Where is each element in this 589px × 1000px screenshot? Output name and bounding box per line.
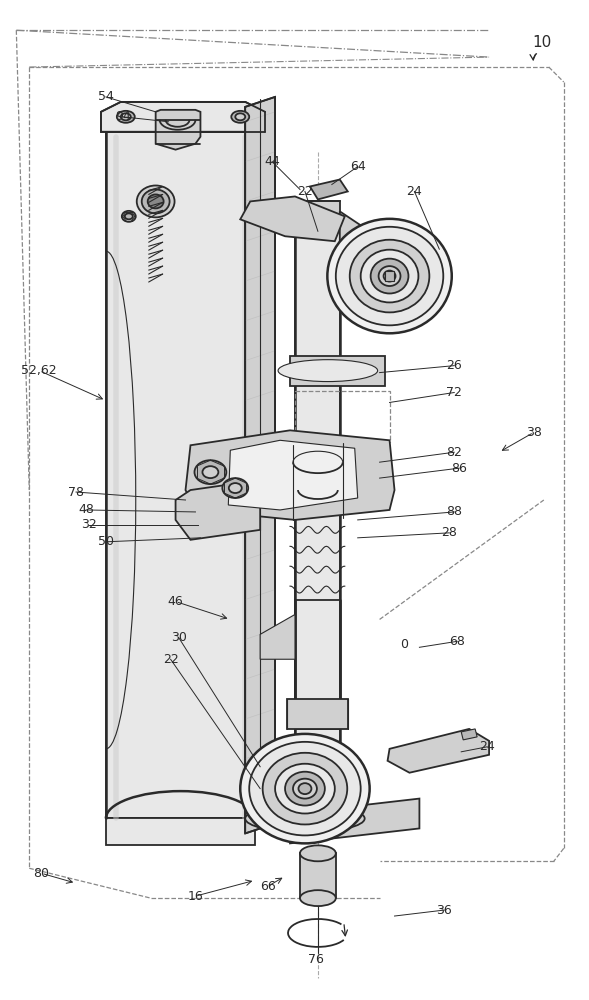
Polygon shape [295, 201, 340, 226]
Text: 24: 24 [479, 740, 495, 753]
Polygon shape [295, 600, 340, 719]
Ellipse shape [245, 805, 365, 832]
Text: 80: 80 [33, 867, 49, 880]
Text: 94: 94 [115, 110, 131, 123]
Text: 30: 30 [171, 631, 187, 644]
Ellipse shape [300, 845, 336, 861]
Text: 36: 36 [436, 904, 452, 917]
Polygon shape [245, 97, 275, 833]
Text: 10: 10 [532, 35, 551, 50]
Ellipse shape [285, 772, 325, 806]
Text: 44: 44 [264, 155, 280, 168]
Ellipse shape [117, 111, 135, 123]
Polygon shape [287, 699, 348, 729]
Text: 24: 24 [406, 185, 422, 198]
Text: 16: 16 [187, 890, 203, 903]
Text: 38: 38 [526, 426, 542, 439]
Ellipse shape [125, 213, 133, 219]
Ellipse shape [231, 111, 249, 123]
Text: 22: 22 [297, 185, 313, 198]
Text: 48: 48 [78, 503, 94, 516]
Ellipse shape [383, 271, 396, 282]
Text: 22: 22 [163, 653, 178, 666]
Text: 68: 68 [449, 635, 465, 648]
Ellipse shape [235, 113, 245, 120]
Ellipse shape [203, 466, 219, 478]
Text: 50: 50 [98, 535, 114, 548]
Polygon shape [310, 180, 348, 199]
Ellipse shape [350, 240, 429, 312]
Ellipse shape [121, 113, 131, 120]
Polygon shape [290, 356, 385, 386]
Polygon shape [106, 818, 255, 845]
Polygon shape [461, 729, 477, 740]
Polygon shape [295, 221, 340, 699]
Polygon shape [385, 271, 395, 281]
Polygon shape [290, 799, 419, 843]
Ellipse shape [249, 742, 360, 835]
Ellipse shape [300, 890, 336, 906]
Ellipse shape [263, 753, 348, 824]
Text: 54: 54 [98, 90, 114, 103]
Ellipse shape [142, 189, 170, 213]
Text: 0: 0 [401, 638, 409, 651]
Polygon shape [106, 132, 255, 818]
Text: 64: 64 [350, 160, 366, 173]
Ellipse shape [360, 250, 418, 302]
Ellipse shape [336, 227, 444, 325]
Polygon shape [295, 729, 340, 818]
Text: 72: 72 [446, 386, 462, 399]
Polygon shape [260, 614, 295, 659]
Text: 26: 26 [446, 359, 462, 372]
Text: 88: 88 [446, 505, 462, 518]
Ellipse shape [275, 764, 335, 814]
Polygon shape [388, 729, 489, 773]
Text: 28: 28 [441, 526, 457, 539]
Text: 52,62: 52,62 [21, 364, 57, 377]
Ellipse shape [379, 266, 401, 286]
Ellipse shape [293, 779, 317, 799]
Polygon shape [300, 853, 336, 898]
Polygon shape [155, 110, 200, 150]
Text: 86: 86 [451, 462, 467, 475]
Bar [295, 391, 389, 442]
Ellipse shape [229, 483, 241, 493]
Ellipse shape [222, 478, 248, 498]
Ellipse shape [299, 783, 312, 794]
Polygon shape [240, 196, 345, 241]
Polygon shape [186, 430, 395, 520]
Text: 66: 66 [260, 880, 276, 893]
Ellipse shape [240, 734, 370, 843]
Polygon shape [340, 211, 409, 321]
Ellipse shape [137, 185, 174, 217]
Ellipse shape [370, 259, 408, 293]
Ellipse shape [278, 360, 378, 382]
Ellipse shape [194, 460, 226, 484]
Text: 78: 78 [68, 486, 84, 499]
Text: 32: 32 [81, 518, 97, 531]
Ellipse shape [327, 219, 452, 333]
Polygon shape [229, 440, 358, 510]
Ellipse shape [148, 194, 164, 208]
Ellipse shape [122, 211, 135, 222]
Polygon shape [176, 480, 260, 540]
Polygon shape [101, 102, 265, 132]
Text: 82: 82 [446, 446, 462, 459]
Text: 76: 76 [308, 953, 324, 966]
Text: 46: 46 [168, 595, 183, 608]
